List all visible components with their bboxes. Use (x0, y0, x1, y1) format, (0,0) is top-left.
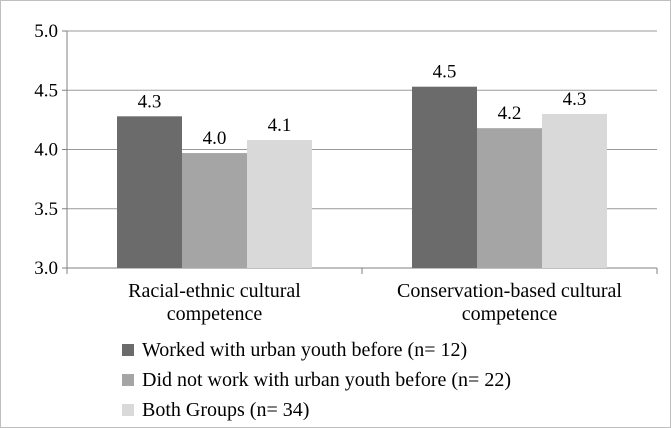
data-label: 4.5 (433, 62, 457, 83)
bar (477, 128, 542, 268)
bars (117, 86, 607, 268)
bar (182, 153, 247, 268)
legend-label: Did not work with urban youth before (n=… (142, 368, 511, 391)
bar (542, 113, 607, 268)
legend-swatch (122, 344, 134, 356)
y-tick-label: 4.0 (34, 140, 58, 161)
category-label: Racial-ethnic cultural (128, 280, 301, 302)
legend-label: Worked with urban youth before (n= 12) (142, 338, 468, 361)
legend-item: Both Groups (n= 34) (122, 395, 511, 425)
data-label: 4.0 (203, 128, 227, 149)
legend-swatch (122, 374, 134, 386)
y-tick-label: 3.0 (34, 258, 58, 279)
legend: Worked with urban youth before (n= 12) Di… (122, 335, 511, 425)
labels: 3.0 3.5 4.0 4.5 5.0 4.3 4.0 4.1 Racial-ethnic cu… (34, 21, 622, 325)
data-label: 4.3 (138, 91, 162, 112)
y-tick-label: 3.5 (34, 199, 58, 220)
bar (412, 86, 477, 268)
category-label: competence (167, 303, 263, 325)
data-label: 4.2 (498, 103, 522, 124)
y-tick-label: 4.5 (34, 80, 58, 101)
y-tick-label: 5.0 (34, 21, 58, 42)
bar (247, 140, 312, 268)
legend-item: Did not work with urban youth before (n=… (122, 365, 511, 395)
category-label: competence (462, 303, 558, 325)
legend-label: Both Groups (n= 34) (142, 398, 310, 421)
category-label: Conservation-based cultural (397, 280, 622, 302)
data-label: 4.3 (563, 89, 587, 110)
bar (117, 116, 182, 268)
legend-item: Worked with urban youth before (n= 12) (122, 335, 511, 365)
legend-swatch (122, 404, 134, 416)
data-label: 4.1 (268, 115, 292, 136)
